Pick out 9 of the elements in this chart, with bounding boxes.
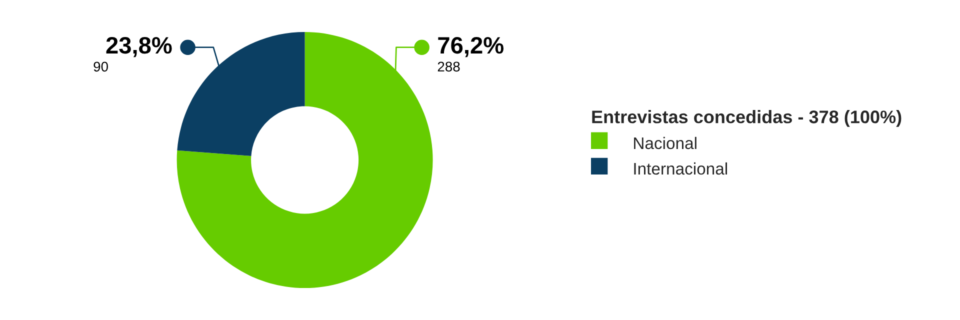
text: 76,2% [438, 36, 504, 58]
legend-label: Nacional [634, 136, 696, 150]
data-label: 90 [94, 62, 108, 72]
data-label: 288 [438, 62, 460, 72]
legend-label: Internacional [634, 162, 727, 175]
text: 23,8% [106, 36, 172, 58]
donut-slice [176, 32, 433, 288]
legend-title: Entrevistas concedidas - 378 (100%) [592, 110, 902, 127]
donut-slice [177, 32, 305, 156]
